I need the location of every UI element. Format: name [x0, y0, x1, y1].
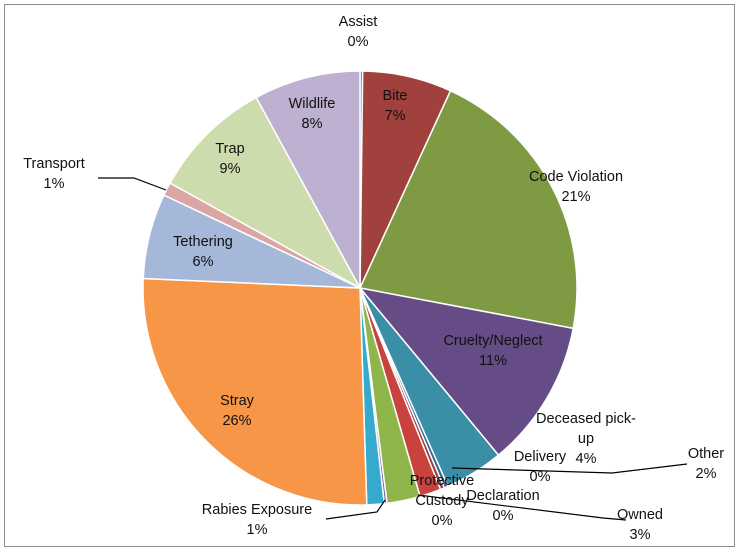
pie-slice-stray — [142, 277, 368, 506]
data-label-delivery: Delivery 0% — [514, 449, 567, 485]
data-label-protective-custody: Protective Custody 0% — [410, 473, 474, 529]
data-label-code-violation: Code Violation 21% — [529, 169, 623, 205]
pie-slice-wildlife — [255, 70, 361, 289]
data-label-assist: Assist 0% — [339, 14, 378, 50]
data-label-tethering: Tethering 6% — [173, 234, 233, 270]
chart-area — [4, 4, 735, 547]
data-label-transport: Transport 1% — [23, 156, 85, 192]
pie-slice-trap — [169, 96, 362, 290]
data-label-rabies-exposure: Rabies Exposure 1% — [202, 502, 312, 538]
data-label-owned: Owned 3% — [617, 507, 663, 543]
leader-line-transport — [98, 177, 167, 191]
leader-line-other — [451, 463, 688, 474]
data-label-trap: Trap 9% — [215, 141, 244, 177]
pie-slice-code-violation — [358, 89, 578, 330]
data-label-deceased-pick-up: Deceased pick-up 4% — [536, 411, 636, 467]
data-label-bite: Bite 7% — [383, 88, 408, 124]
leader-line-rabies-exposure — [325, 499, 386, 520]
data-label-other: Other 2% — [688, 446, 724, 482]
pie-slice-cruelty-neglect — [358, 286, 575, 457]
leader-line-owned — [417, 494, 627, 521]
data-label-wildlife: Wildlife 8% — [289, 96, 336, 132]
data-label-declaration: Declaration 0% — [466, 488, 539, 524]
data-label-stray: Stray 26% — [220, 393, 255, 429]
data-label-cruelty-neglect: Cruelty/Neglect 11% — [443, 333, 542, 369]
